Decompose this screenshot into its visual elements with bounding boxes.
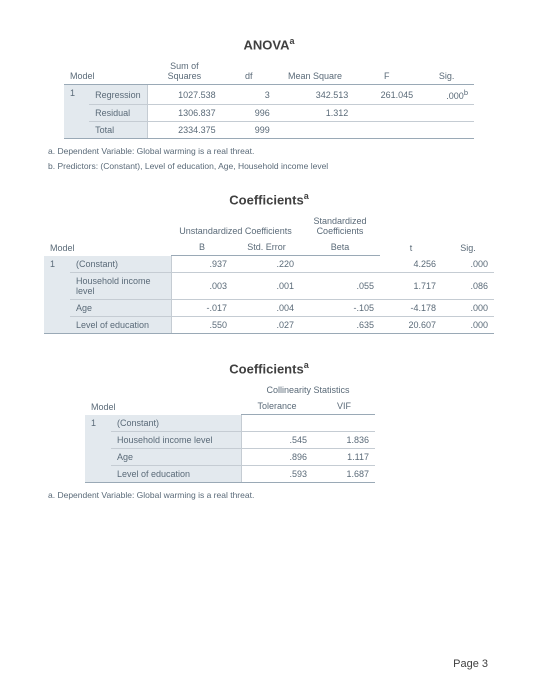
table-row: Household income level .003 .001 .055 1.… [44,273,494,300]
col-sig: Sig. [442,213,494,256]
col-beta: Beta [300,239,380,256]
col-model: Model [44,213,171,256]
anova-title: ANOVAa [40,36,498,52]
table-row: 1 (Constant) [85,415,375,432]
table-row: 1 (Constant) .937 .220 4.256 .000 [44,256,494,273]
grp-collin: Collinearity Statistics [241,382,375,398]
table-row: Level of education .593 1.687 [85,465,375,482]
table-row: 1 Regression 1027.538 3 342.513 261.045 … [64,85,474,105]
col-ms: Mean Square [276,58,354,85]
coef2-title: Coefficientsa [40,360,498,376]
coef1-table: Model Unstandardized Coefficients Standa… [44,213,494,334]
table-row: Total 2334.375 999 [64,122,474,139]
table-row: Household income level .545 1.836 [85,431,375,448]
table-row: Residual 1306.837 996 1.312 [64,105,474,122]
page-number: Page 3 [453,658,488,670]
col-model: Model [85,382,241,415]
table-row: Age -.017 .004 -.105 -4.178 .000 [44,300,494,317]
col-df: df [222,58,276,85]
anova-table: Model Sum of Squares df Mean Square F Si… [64,58,474,139]
col-tol: Tolerance [241,398,313,415]
col-b: B [171,239,233,256]
coef1-title: Coefficientsa [40,191,498,207]
col-model: Model [64,58,147,85]
col-vif: VIF [313,398,375,415]
anova-footnotes: a. Dependent Variable: Global warming is… [48,145,498,173]
coef2-footnotes: a. Dependent Variable: Global warming is… [48,489,498,502]
coef2-table: Model Collinearity Statistics Tolerance … [85,382,375,483]
col-ss: Sum of Squares [147,58,221,85]
grp-std: Standardized Coefficients [300,213,380,239]
col-t: t [380,213,442,256]
col-sig: Sig. [419,58,474,85]
table-row: Age .896 1.117 [85,448,375,465]
table-row: Level of education .550 .027 .635 20.607… [44,317,494,334]
col-se: Std. Error [233,239,300,256]
grp-unstd: Unstandardized Coefficients [171,213,300,239]
col-f: F [354,58,419,85]
